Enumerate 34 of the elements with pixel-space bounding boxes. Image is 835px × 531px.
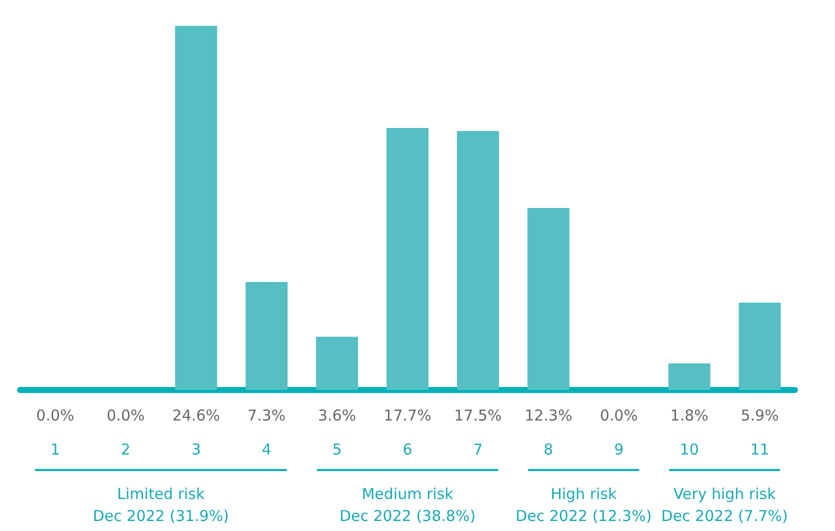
x-tick-label: 2 <box>120 440 130 458</box>
data-label: 12.3% <box>524 406 572 424</box>
data-label: 24.6% <box>172 406 220 424</box>
bar <box>175 26 218 390</box>
x-tick-label: 10 <box>680 440 699 458</box>
x-tick-label: 11 <box>750 440 770 458</box>
x-tick-label: 5 <box>332 440 342 458</box>
text: Medium risk Dec 2022 (38.8%) <box>339 485 476 525</box>
bar <box>316 336 358 390</box>
bar <box>456 131 499 390</box>
data-label: 17.5% <box>454 406 502 424</box>
x-tick-label: 1 <box>50 440 60 458</box>
x-tick-label: 4 <box>262 440 272 458</box>
bar <box>527 208 570 390</box>
text: High risk Dec 2022 (12.3%) <box>516 485 652 525</box>
bar <box>738 302 781 390</box>
data-label: 7.3% <box>248 406 286 424</box>
data-label: 0.0% <box>106 406 145 424</box>
data-label: 17.7% <box>384 406 432 424</box>
data-label: 0.0% <box>36 406 74 424</box>
bar <box>386 128 428 390</box>
x-tick-label: 6 <box>402 440 412 458</box>
data-label: 3.6% <box>318 406 356 424</box>
data-label: 5.9% <box>740 406 779 424</box>
data-label: 0.0% <box>600 406 638 424</box>
data-label: 1.8% <box>670 406 708 424</box>
text: Very high risk Dec 2022 (7.7%) <box>661 485 788 525</box>
x-tick-label: 3 <box>191 440 201 458</box>
x-tick-label: 9 <box>614 440 624 458</box>
text: Limited risk Dec 2022 (31.9%) <box>92 485 229 525</box>
x-tick-label: 7 <box>473 440 483 458</box>
bar <box>668 363 710 390</box>
x-tick-label: 8 <box>544 440 554 458</box>
bar <box>246 282 288 390</box>
